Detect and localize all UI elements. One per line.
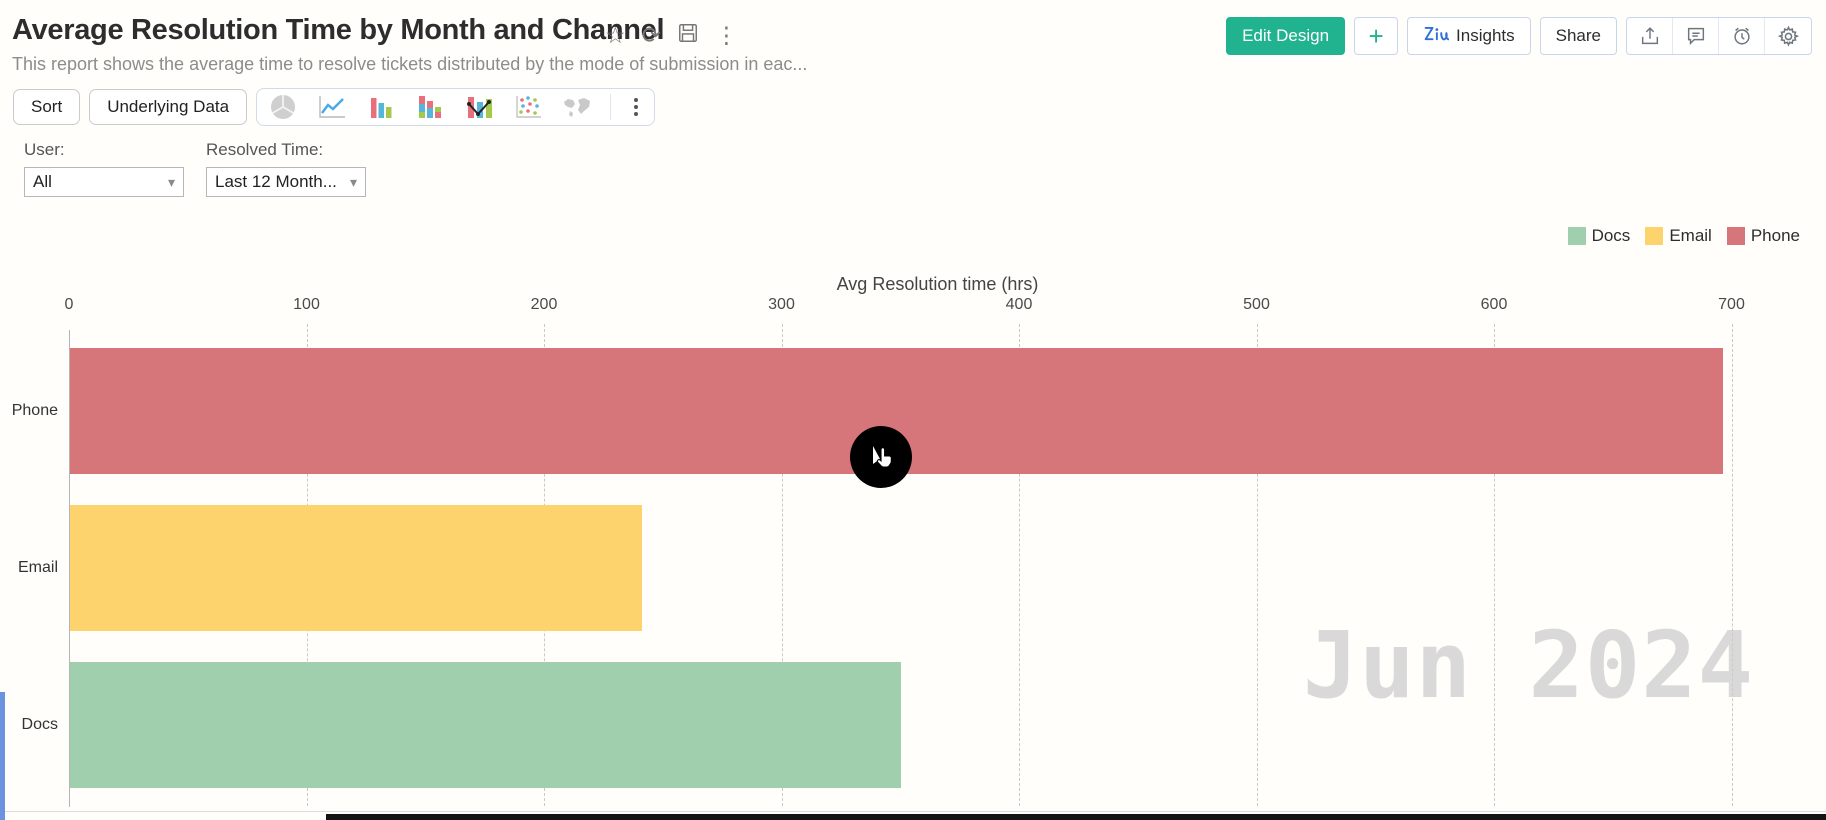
legend-swatch — [1567, 227, 1586, 245]
y-axis-line — [69, 330, 70, 807]
favorite-star-icon[interactable]: ☆ — [605, 21, 626, 48]
watermark-period: Jun 2024 — [1302, 612, 1754, 719]
insights-label: Insights — [1456, 26, 1515, 45]
legend-label: Phone — [1750, 226, 1800, 245]
x-axis-title: Avg Resolution time (hrs) — [836, 274, 1039, 294]
bottom-divider — [0, 811, 1826, 812]
x-tick-label: 500 — [1243, 296, 1270, 313]
x-tick-label: 200 — [530, 296, 558, 313]
bar-chart-icon[interactable] — [365, 93, 397, 121]
header-actions: Edit Design + Insights Share — [1226, 16, 1812, 56]
chevron-down-icon: ▾ — [167, 173, 175, 190]
hand-cursor-icon — [873, 446, 892, 468]
legend-item-phone[interactable]: Phone — [1726, 226, 1800, 246]
legend-label: Docs — [1591, 226, 1631, 245]
alerts-icon[interactable] — [1719, 18, 1765, 54]
insights-button[interactable]: Insights — [1407, 17, 1531, 55]
user-filter-label: User: — [24, 140, 65, 159]
title-action-icons: ☆ ⟳ ⋮ — [605, 22, 738, 48]
y-category-label: Docs — [21, 716, 58, 733]
report-toolbar: Sort Underlying Data — [13, 88, 656, 126]
pie-chart-icon[interactable] — [267, 93, 299, 121]
x-tick-label: 0 — [64, 296, 74, 313]
gridline — [781, 324, 783, 806]
sort-button[interactable]: Sort — [13, 89, 81, 125]
user-filter-value: All — [33, 172, 52, 191]
stacked-bar-chart-icon[interactable] — [414, 93, 446, 121]
user-filter: User: All ▾ — [24, 140, 184, 197]
export-icon[interactable] — [1627, 18, 1673, 54]
resolved-time-value: Last 12 Month... — [215, 172, 337, 191]
left-edge-scroll-strip[interactable] — [0, 692, 5, 820]
edit-design-button[interactable]: Edit Design — [1226, 17, 1346, 55]
gridline — [1494, 324, 1495, 806]
bar-docs[interactable] — [70, 662, 902, 788]
legend-swatch — [1645, 227, 1664, 245]
x-tick-label: 300 — [768, 296, 795, 313]
add-button[interactable]: + — [1354, 17, 1399, 55]
underlying-data-button[interactable]: Underlying Data — [89, 89, 248, 125]
scatter-chart-icon[interactable] — [512, 93, 544, 121]
chart-type-more-icon[interactable] — [628, 98, 644, 116]
share-button[interactable]: Share — [1539, 17, 1617, 55]
legend-label: Email — [1669, 226, 1712, 245]
save-icon[interactable] — [677, 22, 699, 48]
map-chart-icon[interactable] — [561, 93, 593, 121]
resolved-time-dropdown[interactable]: Last 12 Month... ▾ — [206, 167, 366, 197]
settings-gear-icon[interactable] — [1765, 18, 1811, 54]
y-category-label: Email — [17, 559, 58, 576]
gridline — [1731, 324, 1733, 806]
legend-item-email[interactable]: Email — [1645, 226, 1712, 246]
x-tick-label: 600 — [1480, 296, 1508, 313]
comments-icon[interactable] — [1673, 18, 1719, 54]
y-category-label: Phone — [11, 402, 58, 419]
refresh-icon[interactable]: ⟳ — [641, 21, 661, 48]
cursor-overlay — [850, 426, 912, 488]
gridline — [1256, 324, 1258, 806]
x-tick-label: 400 — [1005, 296, 1033, 313]
legend-swatch — [1726, 227, 1745, 245]
resolved-time-filter-label: Resolved Time: — [206, 140, 324, 159]
user-filter-dropdown[interactable]: All ▾ — [24, 167, 184, 197]
header-icon-group — [1626, 17, 1812, 55]
zia-icon — [1423, 23, 1450, 50]
page-title: Average Resolution Time by Month and Cha… — [12, 14, 665, 46]
x-tick-label: 700 — [1718, 296, 1745, 313]
report-description: This report shows the average time to re… — [12, 54, 808, 74]
x-tick-label: 100 — [293, 296, 320, 313]
legend-item-docs[interactable]: Docs — [1567, 226, 1631, 246]
toolbar-separator — [610, 94, 612, 120]
gridline — [1019, 324, 1020, 806]
title-more-menu-icon[interactable]: ⋮ — [714, 21, 738, 48]
chart-legend: Docs Email Phone — [1567, 226, 1800, 246]
chart-type-switcher — [256, 88, 656, 126]
horizontal-scrollbar[interactable] — [326, 814, 1826, 820]
resolved-time-filter: Resolved Time: Last 12 Month... ▾ — [206, 140, 366, 197]
line-chart-icon[interactable] — [316, 93, 348, 121]
bar-email[interactable] — [70, 505, 643, 631]
chevron-down-icon: ▾ — [349, 173, 357, 190]
combo-chart-icon[interactable] — [463, 93, 495, 121]
